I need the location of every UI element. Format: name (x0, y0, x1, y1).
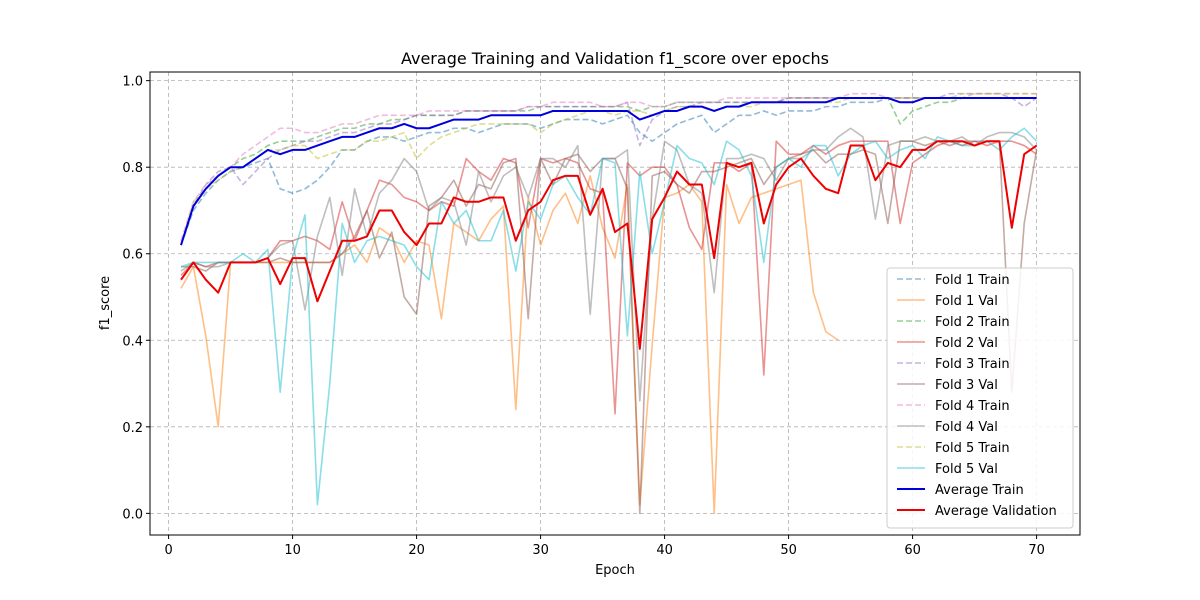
y-tick-label: 0.2 (122, 421, 143, 436)
legend-label-average-validation: Average Validation (935, 504, 1057, 519)
x-tick-label: 50 (780, 543, 797, 558)
legend-label-fold-2-val: Fold 2 Val (935, 336, 998, 351)
y-tick-label: 0.0 (122, 507, 143, 522)
x-tick-label: 70 (1028, 543, 1045, 558)
x-tick-label: 60 (904, 543, 921, 558)
chart-title: Average Training and Validation f1_score… (401, 49, 829, 69)
series-line-fold-5-val (180, 127, 1038, 506)
series-line-fold-4-train (180, 92, 1037, 242)
legend-label-fold-4-val: Fold 4 Val (935, 420, 998, 435)
legend-label-fold-5-train: Fold 5 Train (935, 441, 1010, 456)
legend-label-fold-2-train: Fold 2 Train (935, 315, 1010, 330)
x-tick-label: 20 (408, 543, 425, 558)
y-tick-label: 0.4 (122, 334, 143, 349)
y-tick-label: 0.6 (122, 248, 143, 263)
series-line-fold-4-val (180, 127, 1038, 402)
legend-label-fold-5-val: Fold 5 Val (935, 462, 998, 477)
x-tick-label: 30 (532, 543, 549, 558)
plot-frame (149, 71, 1081, 536)
legend: Fold 1 Train Fold 1 Val Fold 2 Train Fold 2… (886, 267, 1074, 529)
legend-label-fold-3-train: Fold 3 Train (935, 357, 1010, 372)
y-axis-ticks: 0.0 0.2 0.4 0.6 0.8 1.0 (122, 75, 150, 522)
series-line-average-validation (180, 140, 1038, 350)
x-tick-label: 40 (656, 543, 673, 558)
x-axis-label: Epoch (595, 563, 635, 578)
series-line-fold-1-train (180, 97, 1037, 246)
y-tick-label: 1.0 (122, 75, 143, 90)
x-tick-label: 10 (284, 543, 301, 558)
legend-label-fold-1-val: Fold 1 Val (935, 294, 998, 309)
series-lines (180, 92, 1038, 515)
legend-label-fold-1-train: Fold 1 Train (935, 273, 1010, 288)
legend-box (886, 267, 1074, 529)
legend-label-average-train: Average Train (935, 483, 1024, 498)
x-axis-ticks: 0 10 20 30 40 50 60 70 (164, 535, 1045, 558)
series-line-fold-5-train (180, 92, 1037, 246)
legend-label-fold-3-val: Fold 3 Val (935, 378, 998, 393)
y-tick-label: 0.8 (122, 161, 143, 176)
y-axis-label: f1_score (98, 276, 113, 330)
legend-label-fold-4-train: Fold 4 Train (935, 399, 1010, 414)
x-tick-label: 0 (164, 543, 172, 558)
series-line-average-train (180, 96, 1037, 246)
